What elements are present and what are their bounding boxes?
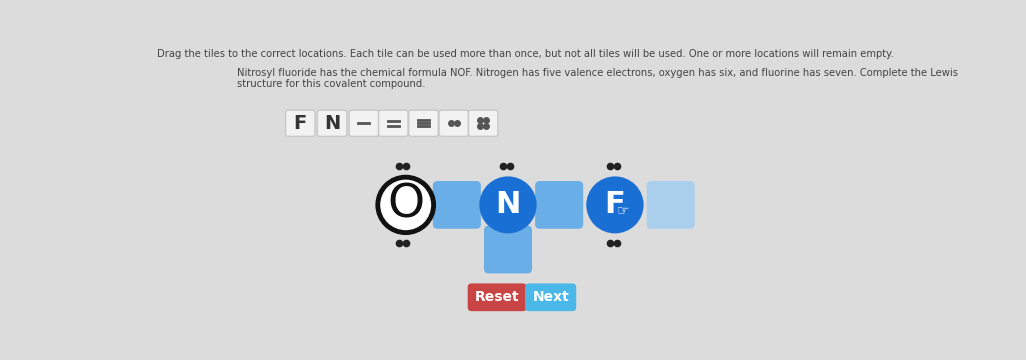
FancyBboxPatch shape bbox=[433, 181, 481, 229]
Text: N: N bbox=[324, 114, 341, 133]
Text: ☞: ☞ bbox=[617, 203, 629, 217]
Text: structure for this covalent compound.: structure for this covalent compound. bbox=[237, 78, 425, 89]
Text: Next: Next bbox=[532, 290, 569, 304]
Circle shape bbox=[479, 176, 537, 233]
Circle shape bbox=[378, 177, 434, 233]
FancyBboxPatch shape bbox=[379, 110, 408, 136]
FancyBboxPatch shape bbox=[408, 110, 438, 136]
FancyBboxPatch shape bbox=[469, 110, 498, 136]
Text: N: N bbox=[496, 190, 520, 219]
FancyBboxPatch shape bbox=[536, 181, 583, 229]
FancyBboxPatch shape bbox=[525, 283, 577, 311]
FancyBboxPatch shape bbox=[349, 110, 379, 136]
FancyBboxPatch shape bbox=[484, 226, 532, 274]
Text: Drag the tiles to the correct locations. Each tile can be used more than once, b: Drag the tiles to the correct locations.… bbox=[157, 49, 895, 59]
FancyBboxPatch shape bbox=[468, 283, 526, 311]
Circle shape bbox=[586, 176, 643, 233]
FancyBboxPatch shape bbox=[317, 110, 347, 136]
Text: F: F bbox=[293, 114, 307, 133]
FancyBboxPatch shape bbox=[439, 110, 469, 136]
FancyBboxPatch shape bbox=[285, 110, 315, 136]
Text: O: O bbox=[387, 183, 425, 228]
Text: Nitrosyl fluoride has the chemical formula NOF. Nitrogen has five valence electr: Nitrosyl fluoride has the chemical formu… bbox=[237, 68, 957, 78]
Text: F: F bbox=[604, 190, 625, 219]
FancyBboxPatch shape bbox=[646, 181, 695, 229]
Text: Reset: Reset bbox=[475, 290, 519, 304]
